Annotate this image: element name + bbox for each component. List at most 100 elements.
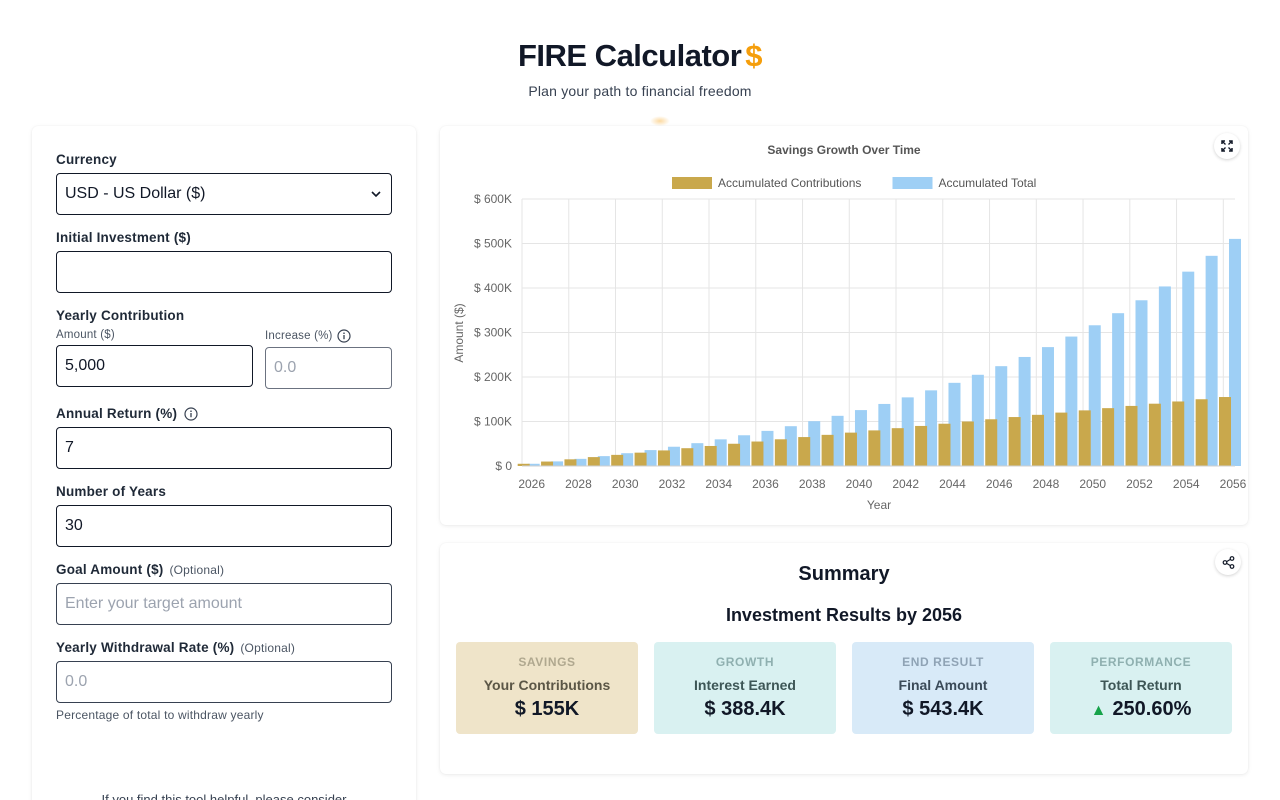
goal-label: Goal Amount ($) (Optional) (56, 562, 392, 577)
contribution-bar (751, 441, 764, 466)
contribution-bar (915, 425, 928, 466)
contribution-bar (657, 450, 670, 466)
currency-value: USD - US Dollar ($) (65, 185, 206, 202)
chevron-down-icon (371, 191, 381, 198)
contribution-bar (564, 459, 577, 466)
withdrawal-helper: Percentage of total to withdraw yearly (56, 708, 264, 722)
yearly-contribution-group: Yearly Contribution Amount ($) Increase … (56, 308, 392, 389)
x-tick-label: 2048 (1033, 477, 1060, 491)
withdrawal-group: Yearly Withdrawal Rate (%) (Optional) Pe… (56, 640, 392, 722)
withdrawal-input[interactable] (56, 661, 392, 703)
contribution-bar (704, 445, 717, 466)
results-title: Investment Results by 2056 (725, 605, 963, 625)
final-amount-tile: End Result Final Amount $ 543.4K (852, 642, 1034, 734)
currency-select[interactable]: USD - US Dollar ($) (56, 173, 392, 215)
goal-group: Goal Amount ($) (Optional) (56, 562, 392, 625)
goal-label-text: Goal Amount ($) (56, 562, 164, 577)
total-bar (1135, 300, 1148, 466)
page-title: FIRE Calculator $ (0, 38, 1280, 74)
tile-category: Savings (518, 655, 576, 669)
x-tick-label: 2056 (1220, 477, 1247, 491)
contribution-bar (891, 428, 904, 466)
total-return-value: 250.60% (1112, 698, 1192, 720)
contribution-bar (774, 439, 787, 466)
goal-input[interactable] (56, 583, 392, 625)
info-icon[interactable] (184, 407, 198, 422)
optional-tag: (Optional) (169, 563, 225, 577)
x-tick-label: 2050 (1079, 477, 1106, 491)
contribution-bar (1172, 401, 1185, 466)
tile-value: $ 543.4K (902, 698, 984, 720)
contribution-bar (1055, 412, 1068, 466)
y-tick-label: $ 200K (474, 370, 512, 384)
x-tick-label: 2034 (705, 477, 732, 491)
x-tick-label: 2052 (1126, 477, 1153, 491)
page-subtitle: Plan your path to financial freedom (528, 83, 752, 99)
x-tick-label: 2026 (518, 477, 545, 491)
contribution-bar (681, 448, 694, 466)
contribution-bar (1148, 403, 1161, 466)
contribution-bar (1008, 417, 1021, 466)
contribution-bar (1031, 414, 1044, 466)
contribution-bar (798, 437, 811, 466)
share-button[interactable] (1215, 549, 1241, 575)
tile-label: Interest Earned (694, 677, 796, 693)
total-bar (691, 443, 704, 466)
page-header: FIRE Calculator $ Plan your path to finan… (0, 38, 1280, 99)
total-bar (971, 374, 984, 466)
tile-category: End Result (902, 655, 984, 669)
annual-return-label: Annual Return (%) (56, 406, 392, 422)
savings-growth-chart: Savings Growth Over Time Accumulated Cont… (452, 143, 1247, 512)
page-title-text: FIRE Calculator (517, 38, 742, 73)
contribution-increase-input[interactable] (265, 347, 392, 389)
currency-group: Currency USD - US Dollar ($) (56, 152, 392, 215)
y-tick-label: $ 100K (474, 415, 512, 429)
initial-investment-input[interactable] (56, 251, 392, 293)
total-bar (1065, 336, 1078, 466)
withdrawal-label-text: Yearly Withdrawal Rate (%) (56, 640, 235, 655)
total-bar (1229, 238, 1241, 466)
tile-value: $ 155K (514, 698, 580, 720)
total-bar (667, 446, 680, 466)
total-bar (761, 430, 774, 466)
contribution-bar (1102, 408, 1115, 466)
x-tick-label: 2028 (565, 477, 592, 491)
tile-value: $ 388.4K (704, 698, 786, 720)
contribution-bar (1219, 397, 1231, 466)
y-tick-label: $ 0 (495, 459, 512, 473)
contribution-bar (1125, 405, 1138, 466)
legend-label: Accumulated Contributions (718, 176, 861, 190)
yearly-contribution-label: Yearly Contribution (56, 308, 185, 323)
summary-card: Summary Investment Results by 2056 Savin… (440, 543, 1248, 774)
summary-title: Summary (798, 563, 890, 585)
expand-button[interactable] (1214, 133, 1240, 159)
years-input[interactable] (56, 505, 392, 547)
info-icon[interactable] (336, 329, 351, 343)
calculator-form: Currency USD - US Dollar ($) Initial Inv… (32, 126, 416, 800)
annual-return-input[interactable] (56, 427, 392, 470)
sparkle-decoration (650, 116, 670, 126)
total-bar (574, 458, 587, 466)
contribution-increase-label-text: Increase (%) (265, 330, 333, 342)
tile-value: ▲ 250.60% (1050, 698, 1232, 721)
total-bar (1205, 255, 1218, 466)
x-tick-label: 2054 (1173, 477, 1200, 491)
years-group: Number of Years (56, 484, 392, 547)
total-bar (1018, 356, 1031, 466)
total-bar (784, 426, 797, 466)
contribution-bar (541, 461, 554, 466)
x-tick-label: 2038 (799, 477, 826, 491)
contribution-bar (611, 454, 624, 466)
total-return-tile: Performance Total Return ▲ 250.60% (1050, 642, 1232, 734)
currency-label: Currency (56, 152, 117, 167)
total-bar (1088, 325, 1101, 466)
tile-category: Growth (715, 655, 775, 669)
contribution-bar (961, 421, 974, 466)
total-bar (925, 390, 938, 466)
total-bar (854, 410, 867, 466)
y-tick-label: $ 300K (474, 326, 512, 340)
y-tick-label: $ 400K (474, 281, 512, 295)
withdrawal-label: Yearly Withdrawal Rate (%) (Optional) (56, 640, 392, 655)
contribution-amount-input[interactable] (56, 345, 253, 387)
x-tick-label: 2030 (612, 477, 639, 491)
